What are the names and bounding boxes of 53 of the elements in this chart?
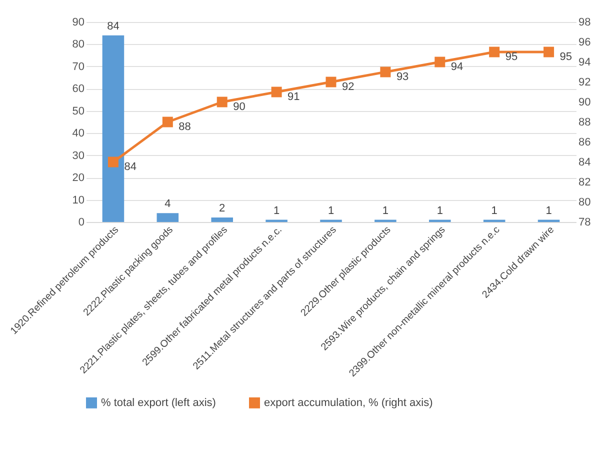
data-label: 1 [546, 204, 552, 217]
y2-tick-label: 84 [578, 156, 591, 168]
data-label: 1 [273, 204, 280, 217]
y2-tick-label: 90 [578, 96, 591, 108]
point [108, 156, 118, 168]
data-label: 1 [328, 204, 334, 217]
data-label: 95 [560, 51, 572, 63]
data-label: 2 [219, 202, 226, 215]
data-label: 84 [107, 20, 120, 32]
data-label: 84 [124, 161, 136, 173]
data-label: 1 [436, 204, 443, 217]
point [216, 96, 228, 108]
point [489, 46, 500, 58]
y2-tick-label: 96 [578, 36, 591, 48]
data-label: 91 [288, 91, 300, 103]
y-tick-label: 30 [72, 150, 84, 162]
point [271, 86, 282, 98]
legend-label: % total export (left axis) [101, 396, 216, 409]
data-label: 92 [342, 81, 354, 93]
y2-tick-label: 80 [578, 196, 591, 208]
y2-tick-label: 98 [578, 16, 591, 28]
data-label: 88 [178, 121, 191, 133]
y-tick-label: 80 [72, 38, 84, 51]
y2-tick-label: 86 [578, 136, 591, 148]
y-tick-label: 70 [72, 60, 84, 73]
data-label: 1 [382, 204, 389, 217]
y-tick-label: 60 [72, 83, 84, 96]
y-tick-label: 0 [78, 216, 84, 228]
y-tick-label: 90 [72, 16, 84, 28]
y2-tick-label: 78 [578, 216, 591, 228]
y-tick-label: 10 [72, 194, 84, 206]
data-label: 90 [233, 101, 246, 113]
data-label: 95 [505, 51, 518, 63]
y2-tick-label: 94 [578, 56, 591, 68]
y-tick-label: 40 [72, 128, 84, 140]
bar [102, 35, 124, 222]
bar [156, 213, 179, 222]
point [326, 76, 336, 88]
point [434, 56, 446, 68]
y2-tick-label: 92 [578, 76, 591, 88]
y-tick-label: 20 [72, 172, 84, 184]
y2-tick-label: 88 [578, 116, 591, 128]
point [544, 46, 554, 58]
y-tick-label: 50 [72, 105, 84, 118]
legend-label: export accumulation, % (right axis) [264, 396, 433, 409]
y2-tick-label: 82 [578, 176, 591, 188]
point [162, 116, 173, 128]
data-label: 4 [164, 198, 171, 210]
point [380, 66, 391, 78]
data-label: 93 [396, 71, 409, 83]
data-label: 94 [450, 61, 464, 73]
bar [211, 218, 233, 222]
data-label: 1 [491, 204, 498, 217]
